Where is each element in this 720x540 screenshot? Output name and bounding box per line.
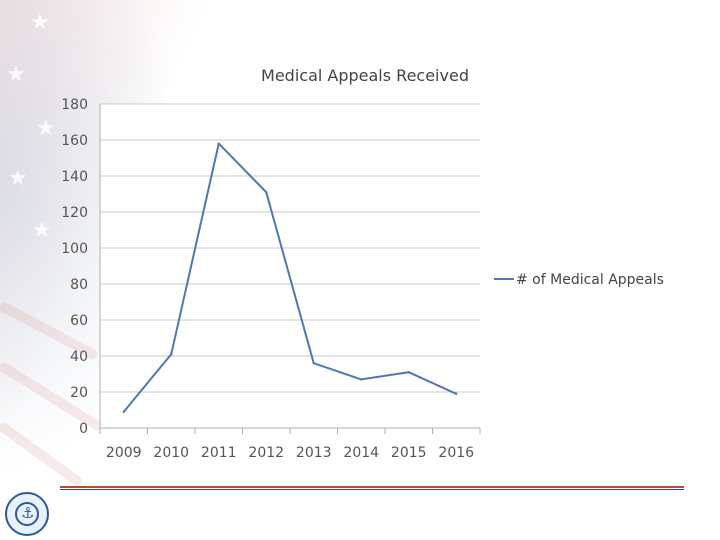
data-point: [360, 378, 363, 381]
y-axis: 0 20 40 60 80 100 120 140 160 180: [61, 97, 101, 437]
seal-inner-ring: [15, 502, 39, 526]
data-point: [170, 353, 173, 356]
data-point: [122, 410, 125, 413]
legend-label: # of Medical Appeals: [516, 272, 664, 288]
series-group: [122, 142, 458, 413]
y-tick-label: 180: [61, 97, 88, 113]
data-point: [312, 362, 315, 365]
plot-area: [100, 104, 480, 428]
star-icon: ★: [36, 116, 56, 141]
data-point: [407, 371, 410, 374]
y-tick-label: 60: [70, 313, 88, 329]
data-point: [265, 191, 268, 194]
y-tick-label: 160: [61, 133, 88, 149]
anchor-icon: ⚓: [21, 504, 35, 522]
x-axis: 2009 2010 2011 2012 2013 2014 2015 2016: [99, 427, 481, 461]
x-tick-label: 2016: [438, 445, 474, 461]
x-tick-label: 2014: [343, 445, 379, 461]
legend: # of Medical Appeals: [494, 272, 664, 288]
x-tick-label: 2013: [296, 445, 332, 461]
chart-title: Medical Appeals Received: [261, 66, 469, 85]
y-tick-label: 120: [61, 205, 88, 221]
star-icon: ★: [6, 62, 26, 87]
x-tick-label: 2009: [106, 445, 142, 461]
coast-guard-seal-icon: ⚓: [5, 492, 49, 536]
y-tick-label: 100: [61, 241, 88, 257]
y-tick-label: 80: [70, 277, 88, 293]
series-line: [122, 142, 457, 413]
star-icon: ★: [30, 10, 50, 35]
x-tick-label: 2011: [201, 445, 237, 461]
footer-rule-red: [60, 486, 684, 488]
footer-rule-blue: [60, 489, 684, 490]
x-tick-label: 2015: [391, 445, 427, 461]
x-tick-label: 2012: [248, 445, 284, 461]
y-tick-label: 0: [79, 421, 88, 437]
star-icon: ★: [8, 166, 28, 191]
y-tick-label: 40: [70, 349, 88, 365]
star-icon: ★: [32, 218, 52, 243]
y-tick-label: 20: [70, 385, 88, 401]
x-tick-label: 2010: [153, 445, 189, 461]
y-tick-label: 140: [61, 169, 88, 185]
data-point: [455, 392, 458, 395]
data-point: [217, 142, 220, 145]
